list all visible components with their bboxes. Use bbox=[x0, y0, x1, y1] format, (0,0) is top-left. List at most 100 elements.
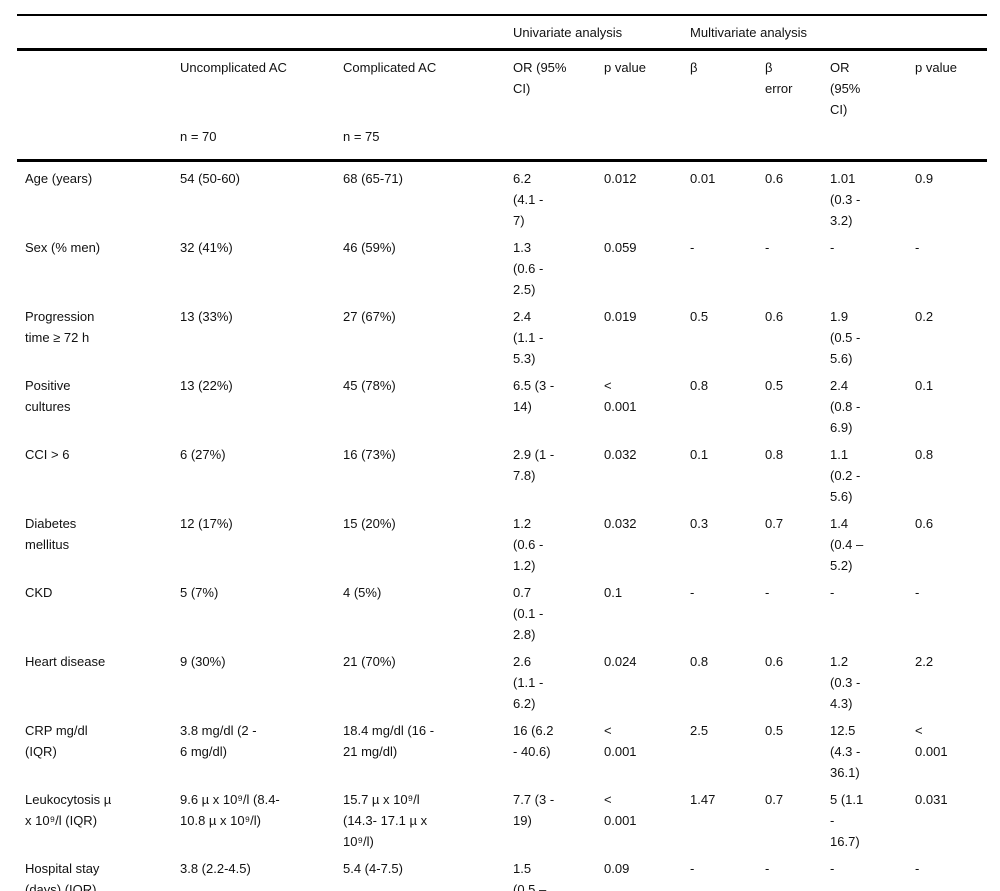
table-cell: 16 (6.2 - 40.6) bbox=[513, 723, 554, 759]
table-cell: 45 (78%) bbox=[343, 378, 396, 393]
table-cell: 1.4 (0.4 – 5.2) bbox=[830, 516, 864, 573]
table-cell: 15 (20%) bbox=[343, 516, 396, 531]
table-cell: 0.6 bbox=[765, 171, 784, 186]
table-cell: 6 (27%) bbox=[180, 447, 226, 462]
table-cell: 2.4 (0.8 - 6.9) bbox=[830, 378, 861, 435]
table-cell: 16 (73%) bbox=[343, 447, 396, 462]
table-row: Progression time ≥ 72 h 13 (33%) 27 (67%… bbox=[17, 300, 987, 369]
empty-cell bbox=[17, 15, 180, 51]
row-label: Sex (% men) bbox=[25, 240, 101, 255]
table-cell: 4 (5%) bbox=[343, 585, 382, 600]
table-cell: 0.012 bbox=[604, 171, 637, 186]
table-cell: 0.024 bbox=[604, 654, 637, 669]
table-cell: 0.3 bbox=[690, 516, 709, 531]
table-cell: 12.5 (4.3 - 36.1) bbox=[830, 723, 861, 780]
table-cell: 5 (7%) bbox=[180, 585, 219, 600]
table-row: CCI > 6 6 (27%) 16 (73%) 2.9 (1 - 7.8) 0… bbox=[17, 438, 987, 507]
table-cell: 13 (22%) bbox=[180, 378, 233, 393]
table-cell: 0.059 bbox=[604, 240, 637, 255]
table-cell: 2.6 (1.1 - 6.2) bbox=[513, 654, 544, 711]
row-label: Age (years) bbox=[25, 171, 93, 186]
row-label: Hospital stay (days) (IQR) bbox=[25, 861, 100, 891]
table-cell: 0.9 bbox=[915, 171, 934, 186]
results-table: Univariate analysis Multivariate analysi… bbox=[17, 14, 988, 891]
table-cell: 2.4 (1.1 - 5.3) bbox=[513, 309, 544, 366]
table-cell: 6.2 (4.1 - 7) bbox=[513, 171, 544, 228]
table-cell: - bbox=[830, 861, 835, 876]
table-cell: 0.7 bbox=[765, 516, 784, 531]
table-cell: 1.9 (0.5 - 5.6) bbox=[830, 309, 861, 366]
table-cell: 0.1 bbox=[915, 378, 934, 393]
row-label: Positive cultures bbox=[25, 378, 71, 414]
table-cell: < 0.001 bbox=[604, 792, 637, 828]
col-header-pvalue-univariate: p value bbox=[604, 60, 646, 75]
table-cell: 0.5 bbox=[690, 309, 709, 324]
col-header-beta-error: β error bbox=[765, 60, 793, 96]
table-cell: - bbox=[830, 585, 835, 600]
col-header-complicated: Complicated AC bbox=[343, 60, 437, 75]
col-header-beta: β bbox=[690, 60, 698, 75]
table-cell: 1.2 (0.6 - 1.2) bbox=[513, 516, 544, 573]
table-cell: - bbox=[765, 240, 770, 255]
table-row: Positive cultures 13 (22%) 45 (78%) 6.5 … bbox=[17, 369, 987, 438]
table-cell: 0.5 bbox=[765, 378, 784, 393]
table-cell: - bbox=[830, 240, 835, 255]
row-label: CRP mg/dl (IQR) bbox=[25, 723, 88, 759]
table-cell: < 0.001 bbox=[604, 378, 637, 414]
table-cell: 6.5 (3 - 14) bbox=[513, 378, 555, 414]
table-row: Sex (% men) 32 (41%) 46 (59%) 1.3 (0.6 -… bbox=[17, 231, 987, 300]
row-label: Progression time ≥ 72 h bbox=[25, 309, 95, 345]
empty-cell bbox=[17, 50, 180, 121]
table-cell: 2.9 (1 - 7.8) bbox=[513, 447, 555, 483]
table-cell: 0.8 bbox=[765, 447, 784, 462]
empty-cell bbox=[765, 120, 831, 162]
table-cell: 13 (33%) bbox=[180, 309, 233, 324]
col-header-uncomplicated: Uncomplicated AC bbox=[180, 60, 287, 75]
table-cell: 0.8 bbox=[690, 654, 709, 669]
n-count-uncomplicated: n = 70 bbox=[180, 120, 343, 162]
table-cell: - bbox=[765, 585, 770, 600]
empty-cell bbox=[17, 120, 180, 162]
table-cell: 3.8 (2.2-4.5) bbox=[180, 861, 251, 876]
table-cell: 0.1 bbox=[690, 447, 709, 462]
table-cell: 0.7 (0.1 - 2.8) bbox=[513, 585, 544, 642]
col-header-or-multivariate: OR (95% CI) bbox=[830, 60, 861, 117]
n-count-complicated: n = 75 bbox=[343, 120, 513, 162]
empty-cell bbox=[830, 120, 916, 162]
table-cell: 0.1 bbox=[604, 585, 623, 600]
table-cell: 0.09 bbox=[604, 861, 630, 876]
table-row: CKD 5 (7%) 4 (5%) 0.7 (0.1 - 2.8) 0.1 - … bbox=[17, 576, 987, 645]
table-row: Heart disease 9 (30%) 21 (70%) 2.6 (1.1 … bbox=[17, 645, 987, 714]
table-row: Leukocytosis µ x 10⁹/l (IQR) 9.6 µ x 10⁹… bbox=[17, 783, 987, 852]
table-cell: 15.7 µ x 10⁹/l (14.3- 17.1 µ x 10⁹/l) bbox=[343, 792, 428, 849]
row-label: Diabetes mellitus bbox=[25, 516, 77, 552]
n-count-row: n = 70 n = 75 bbox=[17, 120, 988, 162]
table-cell: 21 (70%) bbox=[343, 654, 396, 669]
table-cell: 32 (41%) bbox=[180, 240, 233, 255]
table-cell: 2.5 bbox=[690, 723, 709, 738]
empty-cell bbox=[180, 15, 343, 51]
row-label: CKD bbox=[25, 585, 53, 600]
table-cell: < 0.001 bbox=[604, 723, 637, 759]
table-cell: 0.8 bbox=[690, 378, 709, 393]
table-cell: < 0.001 bbox=[915, 723, 948, 759]
group-header-row: Univariate analysis Multivariate analysi… bbox=[17, 15, 988, 51]
table-cell: 0.8 bbox=[915, 447, 934, 462]
table-cell: 46 (59%) bbox=[343, 240, 396, 255]
table-cell: 0.6 bbox=[765, 654, 784, 669]
table-cell: 5 (1.1 - 16.7) bbox=[830, 792, 864, 849]
table-cell: 0.032 bbox=[604, 447, 637, 462]
table-cell: 0.01 bbox=[690, 171, 716, 186]
table-cell: - bbox=[915, 861, 920, 876]
col-header-pvalue-multivariate: p value bbox=[915, 60, 957, 75]
empty-cell bbox=[604, 120, 691, 162]
table-cell: 0.2 bbox=[915, 309, 934, 324]
table-cell: 1.1 (0.2 - 5.6) bbox=[830, 447, 861, 504]
table-cell: 1.3 (0.6 - 2.5) bbox=[513, 240, 544, 297]
table-row: CRP mg/dl (IQR) 3.8 mg/dl (2 - 6 mg/dl) … bbox=[17, 714, 987, 783]
table-cell: 68 (65-71) bbox=[343, 171, 403, 186]
table-cell: 1.2 (0.3 - 4.3) bbox=[830, 654, 861, 711]
table-cell: 0.7 bbox=[765, 792, 784, 807]
row-label: CCI > 6 bbox=[25, 447, 70, 462]
